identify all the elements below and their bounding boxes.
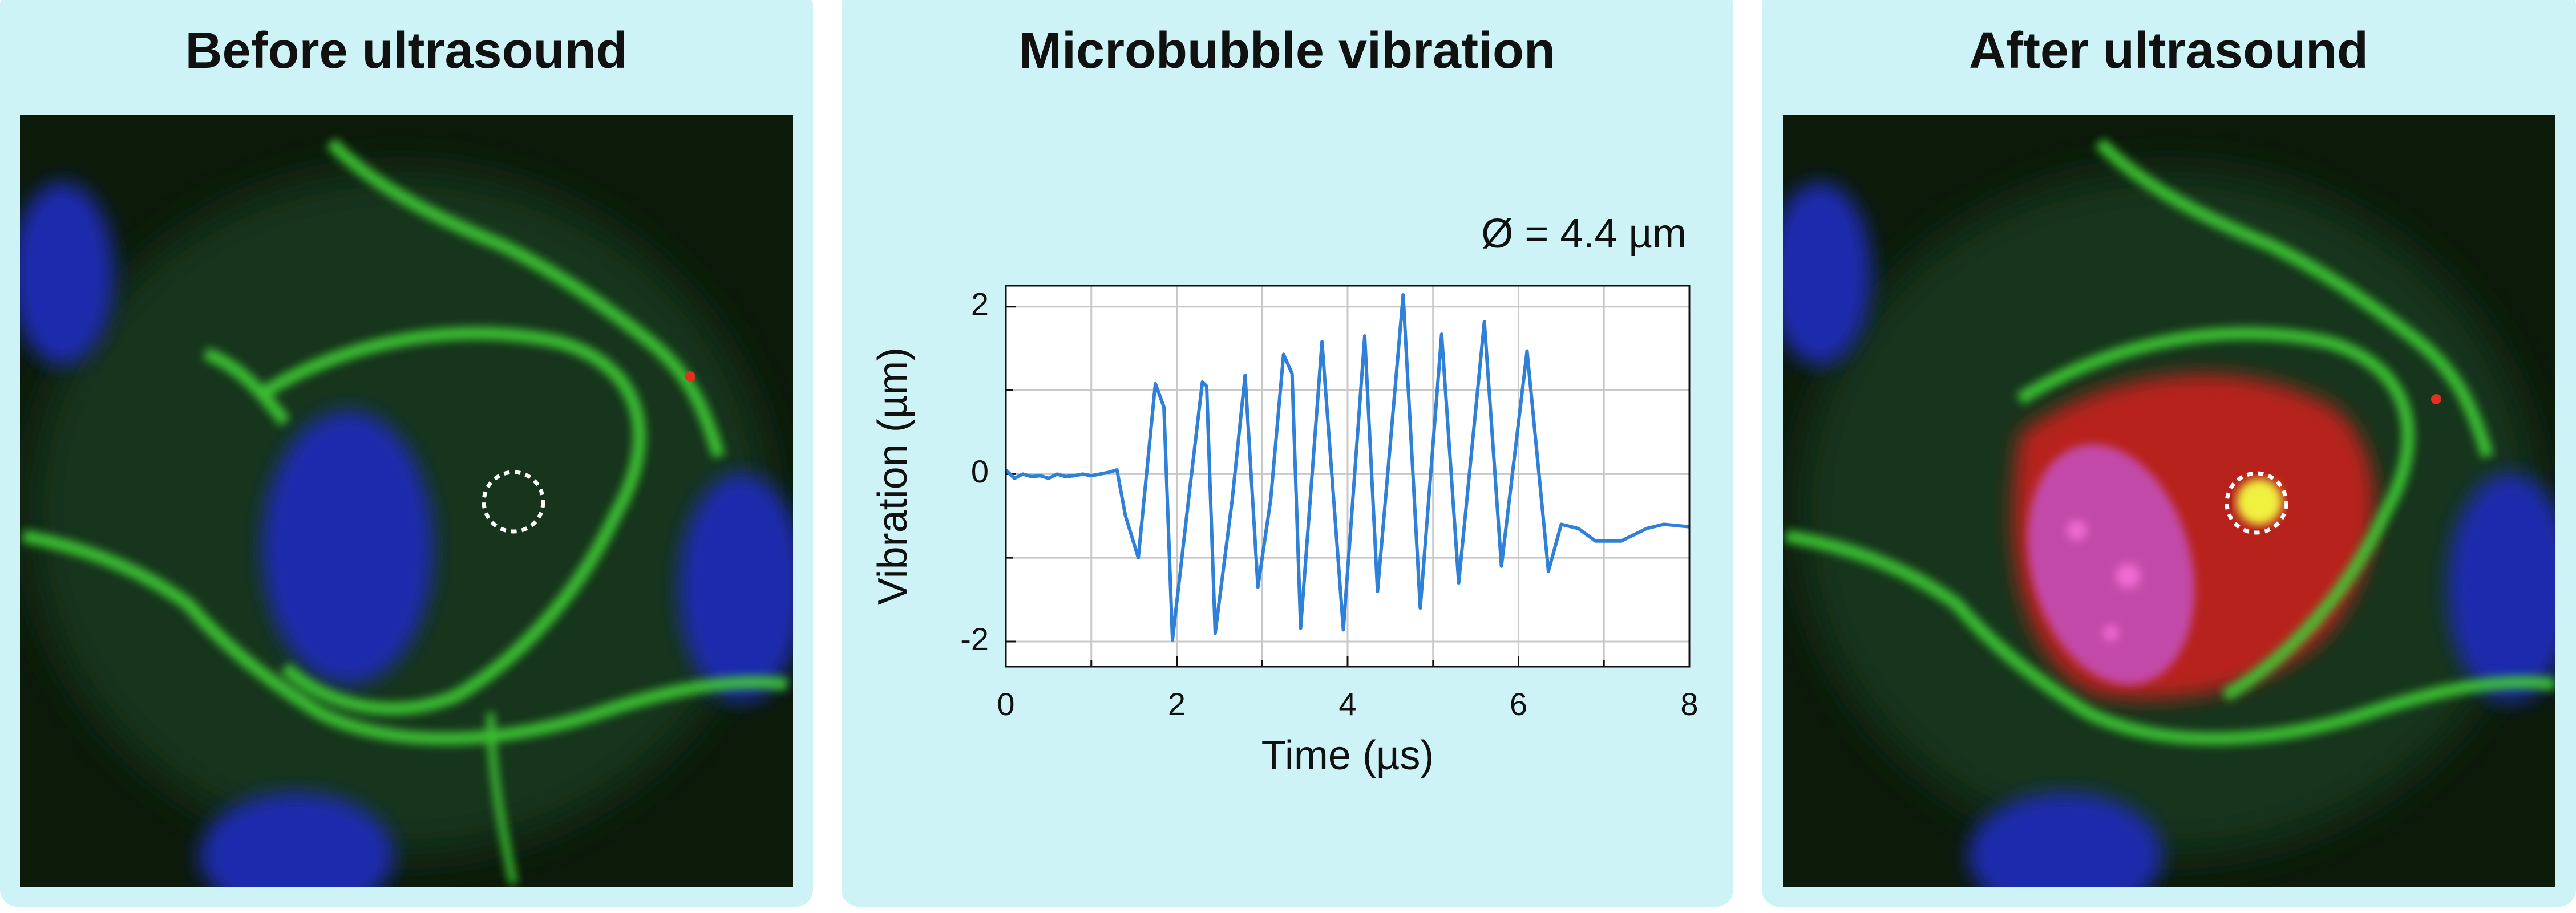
data-line bbox=[1004, 293, 1690, 642]
y-axis-label: Vibration (µm) bbox=[870, 347, 916, 605]
y-tick-label: 2 bbox=[971, 286, 989, 322]
x-tick-label: 4 bbox=[1338, 686, 1356, 722]
panel-title: After ultrasound bbox=[1969, 22, 2368, 79]
chart-title: Microbubble vibration bbox=[1019, 22, 1555, 79]
x-tick-label: 2 bbox=[1168, 686, 1186, 722]
micrograph-after bbox=[1783, 115, 2555, 887]
x-tick-label: 8 bbox=[1680, 686, 1698, 722]
plot-frame bbox=[1005, 285, 1691, 668]
plot: Ø = 4.4 µm Time (µs) Vibration (µm) 0 2 4 6… bbox=[870, 211, 1699, 778]
x-tick-label: 6 bbox=[1510, 686, 1527, 722]
micrograph-before bbox=[20, 115, 793, 887]
y-tick-label: -2 bbox=[960, 621, 989, 657]
y-tick-label: 0 bbox=[971, 453, 989, 489]
x-axis-label: Time (µs) bbox=[1261, 733, 1434, 778]
annotation: Ø = 4.4 µm bbox=[1481, 211, 1687, 257]
x-tick-label: 0 bbox=[997, 686, 1014, 722]
panel-title: Before ultrasound bbox=[185, 22, 627, 79]
